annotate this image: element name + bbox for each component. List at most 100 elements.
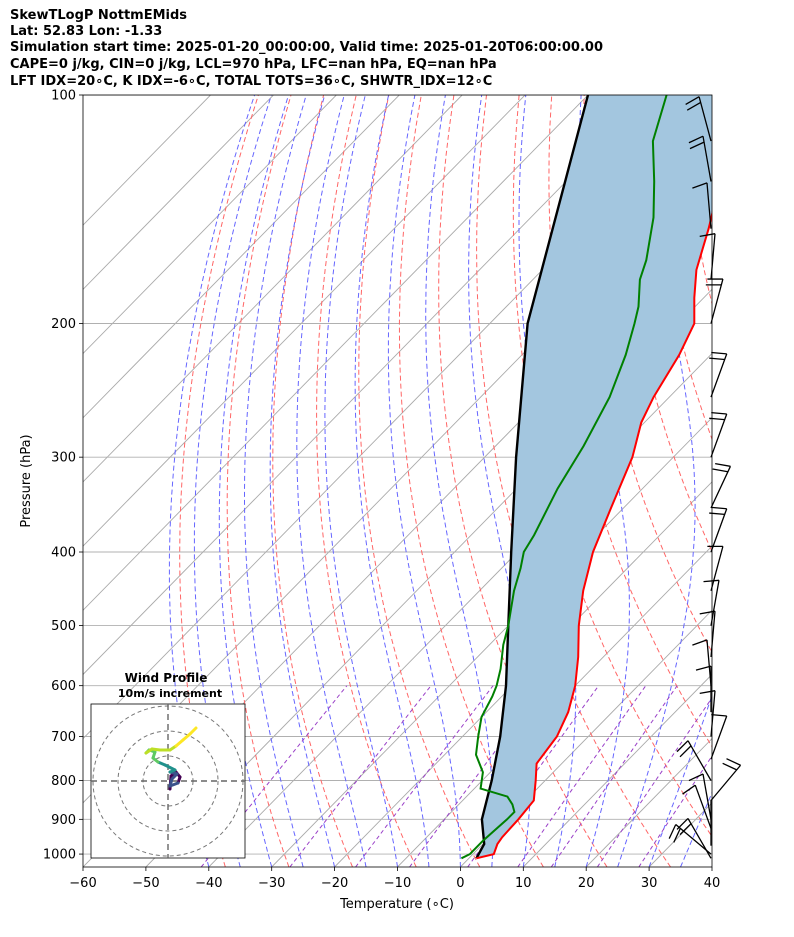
moist-adiabat-line xyxy=(468,95,532,867)
cin-shade-area xyxy=(476,95,712,859)
dry-adiabat-line xyxy=(715,95,794,867)
parcel-profile-line xyxy=(475,95,590,859)
y-tick-label: 500 xyxy=(51,619,76,634)
isotherm-line xyxy=(775,95,794,867)
wind-barb xyxy=(709,411,728,458)
isotherm-line xyxy=(83,95,337,355)
isotherm-line xyxy=(83,95,526,547)
wind-barb xyxy=(710,713,728,760)
wind-barb xyxy=(699,690,716,737)
pressure-axis: 100 200 300 400 500 600 700 800 900 1000 xyxy=(43,89,83,863)
wind-barb xyxy=(707,545,724,591)
hodograph-title: Wind Profile xyxy=(125,671,208,685)
wind-barb xyxy=(710,758,742,801)
wind-barb xyxy=(709,351,728,398)
x-tick-label: −60 xyxy=(69,876,96,891)
x-tick-label: 30 xyxy=(641,876,658,891)
wind-barb xyxy=(699,233,716,280)
cin-shading xyxy=(476,95,712,859)
wind-barb xyxy=(676,740,712,781)
hodograph-trace-segment xyxy=(174,738,185,748)
wind-barb xyxy=(682,784,712,829)
y-tick-label: 200 xyxy=(51,317,76,332)
dry-adiabat-line xyxy=(316,95,417,867)
moist-adiabat-line xyxy=(744,95,794,867)
x-tick-label: −40 xyxy=(195,876,222,891)
index-line: LFT IDX=20∘C, K IDX=-6∘C, TOTAL TOTS=36∘… xyxy=(10,74,493,89)
moist-adiabat-line xyxy=(354,95,430,867)
mixing-ratio-line xyxy=(596,697,712,867)
x-tick-label: −20 xyxy=(321,876,348,891)
isotherm-line xyxy=(83,95,274,290)
moist-adiabat-line xyxy=(269,95,336,867)
wind-barb xyxy=(692,639,712,686)
wind-barb xyxy=(699,610,716,658)
y-tick-label: 300 xyxy=(51,451,76,466)
chart-title: SkewTLogP NottmEMids xyxy=(10,8,188,23)
wind-barb xyxy=(709,506,728,553)
wind-barb xyxy=(692,182,712,229)
dry-adiabat-line xyxy=(226,95,292,867)
temperature-axis: −60 −50 −40 −30 −20 −10 0 10 20 30 40 xyxy=(69,867,720,891)
wind-barb xyxy=(688,773,712,820)
moist-adiabat-line xyxy=(617,95,696,867)
moist-adiabat-line xyxy=(324,95,398,867)
wind-barb xyxy=(668,824,712,855)
y-tick-label: 800 xyxy=(51,774,76,789)
dry-adiabat-line xyxy=(616,95,712,553)
x-tick-label: −30 xyxy=(258,876,285,891)
dry-adiabat-line xyxy=(179,95,259,867)
moist-adiabat-line xyxy=(296,95,367,867)
hodograph-inset: Wind Profile 10m/s increment xyxy=(90,671,246,859)
hodograph-ring xyxy=(117,730,219,832)
y-tick-label: 900 xyxy=(51,813,76,828)
isotherm-line xyxy=(460,609,712,867)
moist-adiabat-line xyxy=(244,95,307,867)
mixing-ratio-line xyxy=(517,685,647,867)
profile-lines xyxy=(460,95,712,860)
isotherm-line xyxy=(271,417,712,867)
moist-adiabat-line xyxy=(387,95,461,867)
wind-barb xyxy=(688,135,712,182)
y-tick-label: 700 xyxy=(51,730,76,745)
isotherm-line xyxy=(83,95,211,226)
time-line: Simulation start time: 2025-01-20_00:00:… xyxy=(10,40,603,55)
wind-barbs xyxy=(668,96,742,859)
wind-barb xyxy=(703,579,720,626)
hodograph-trace-segment xyxy=(181,732,192,742)
x-tick-label: 0 xyxy=(456,876,464,891)
isotherm-line xyxy=(334,481,712,867)
y-tick-label: 400 xyxy=(51,546,76,561)
isotherm-line xyxy=(83,95,463,483)
dewpoint-line xyxy=(460,95,668,860)
mixing-ratio-line xyxy=(289,685,432,867)
moist-adiabat-line xyxy=(648,694,712,867)
x-tick-label: 40 xyxy=(704,876,721,891)
moist-adiabat-line xyxy=(168,95,256,867)
y-tick-label: 1000 xyxy=(43,848,76,863)
wind-barb xyxy=(676,818,712,859)
dry-adiabat-line xyxy=(512,95,712,838)
isotherm-line xyxy=(83,95,400,419)
location-line: Lat: 52.83 Lon: -1.33 xyxy=(10,24,163,39)
moist-adiabat-line xyxy=(193,95,272,867)
cape-line: CAPE=0 j/kg, CIN=0 j/kg, LCL=970 hPa, LF… xyxy=(10,57,497,72)
wind-barb xyxy=(710,462,732,509)
dry-adiabat-line xyxy=(272,95,353,867)
wind-barb xyxy=(705,278,724,324)
dry-adiabat-line xyxy=(398,95,544,867)
y-tick-label: 100 xyxy=(51,89,76,104)
dry-adiabat-line xyxy=(780,95,794,867)
x-tick-label: −50 xyxy=(132,876,159,891)
dry-adiabat-line xyxy=(648,95,712,441)
wind-barb xyxy=(685,96,712,142)
dry-adiabat-line xyxy=(747,95,794,867)
wind-barb xyxy=(695,665,712,713)
x-axis-label: Temperature (∘C) xyxy=(339,897,454,912)
hodograph-trace-segment xyxy=(188,726,198,736)
hodograph-trace-segment xyxy=(163,763,177,772)
mixing-ratio-line xyxy=(355,685,494,867)
moist-adiabat-line xyxy=(218,95,289,867)
dry-adiabat-line xyxy=(358,95,481,867)
